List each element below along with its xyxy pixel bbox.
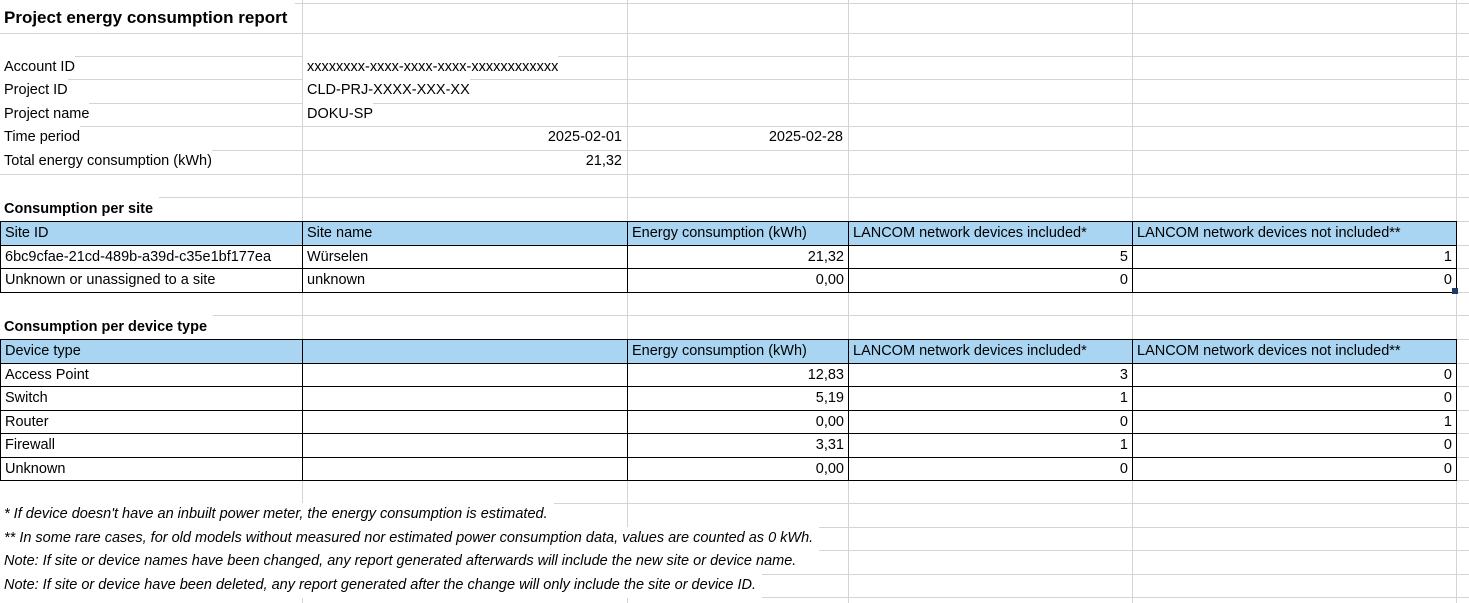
project-id-label[interactable]: Project ID — [0, 79, 68, 102]
device-row-4-b[interactable] — [303, 458, 628, 481]
device-col-devices-not-included[interactable]: LANCOM network devices not included** — [1133, 340, 1457, 364]
device-row-4-not-included[interactable]: 0 — [1133, 458, 1457, 481]
account-id-value[interactable]: xxxxxxxx-xxxx-xxxx-xxxx-xxxxxxxxxxxx — [303, 56, 559, 79]
site-row-1-name[interactable]: unknown — [303, 269, 628, 293]
site-row-0-id[interactable]: 6bc9cfae-21cd-489b-a39d-c35e1bf177ea — [1, 246, 303, 269]
site-row-0-energy[interactable]: 21,32 — [628, 246, 849, 269]
device-col-energy[interactable]: Energy consumption (kWh) — [628, 340, 849, 364]
device-row-0-included[interactable]: 3 — [849, 364, 1133, 387]
device-table: Device type Energy consumption (kWh) LAN… — [0, 339, 1457, 481]
site-row-1-included[interactable]: 0 — [849, 269, 1133, 293]
site-section-heading[interactable]: Consumption per site — [0, 197, 160, 221]
project-name-value[interactable]: DOKU-SP — [303, 103, 374, 126]
device-row-3-type[interactable]: Firewall — [1, 434, 303, 458]
time-period-start[interactable]: 2025-02-01 — [547, 129, 622, 145]
site-row-1-id[interactable]: Unknown or unassigned to a site — [1, 269, 303, 293]
grid-line-horizontal — [0, 174, 1469, 175]
account-id-label[interactable]: Account ID — [0, 56, 75, 79]
device-col-devices-included[interactable]: LANCOM network devices included* — [849, 340, 1133, 364]
time-period-end[interactable]: 2025-02-28 — [768, 129, 843, 145]
device-row-0-b[interactable] — [303, 364, 628, 387]
total-consumption-value[interactable]: 21,32 — [585, 153, 622, 169]
site-row-0-name[interactable]: Würselen — [303, 246, 628, 269]
page-title[interactable]: Project energy consumption report — [0, 3, 296, 33]
device-row-1-type[interactable]: Switch — [1, 387, 303, 411]
device-row-3-b[interactable] — [303, 434, 628, 458]
site-row-0-included[interactable]: 5 — [849, 246, 1133, 269]
fill-handle[interactable] — [1452, 288, 1458, 294]
grid-line-horizontal — [0, 126, 1469, 127]
grid-line-horizontal — [0, 3, 1469, 4]
grid-line-horizontal — [0, 503, 1469, 504]
site-col-energy[interactable]: Energy consumption (kWh) — [628, 222, 849, 246]
grid-line-vertical — [848, 0, 849, 603]
device-row-1-not-included[interactable]: 0 — [1133, 387, 1457, 411]
grid-line-vertical — [302, 0, 303, 603]
grid-line-horizontal — [0, 56, 1469, 57]
device-row-1-b[interactable] — [303, 387, 628, 411]
device-row-1-energy[interactable]: 5,19 — [628, 387, 849, 411]
device-row-2-not-included[interactable]: 1 — [1133, 411, 1457, 434]
device-row-2-included[interactable]: 0 — [849, 411, 1133, 434]
device-row-3-not-included[interactable]: 0 — [1133, 434, 1457, 458]
device-col-type[interactable]: Device type — [1, 340, 303, 364]
device-row-2-b[interactable] — [303, 411, 628, 434]
note-estimated[interactable]: * If device doesn't have an inbuilt powe… — [0, 503, 554, 527]
site-row-1-not-included[interactable]: 0 — [1133, 269, 1457, 293]
site-row-1-energy[interactable]: 0,00 — [628, 269, 849, 293]
time-period-label[interactable]: Time period — [0, 126, 81, 149]
device-row-0-energy[interactable]: 12,83 — [628, 364, 849, 387]
site-row-0-not-included[interactable]: 1 — [1133, 246, 1457, 269]
device-row-0-not-included[interactable]: 0 — [1133, 364, 1457, 387]
device-col-empty[interactable] — [303, 340, 628, 364]
site-col-devices-included[interactable]: LANCOM network devices included* — [849, 222, 1133, 246]
project-name-label[interactable]: Project name — [0, 103, 90, 126]
project-id-value[interactable]: CLD-PRJ-XXXX-XXX-XX — [303, 79, 470, 102]
note-renamed[interactable]: Note: If site or device names have been … — [0, 550, 803, 574]
grid-line-vertical — [627, 0, 628, 603]
device-row-2-type[interactable]: Router — [1, 411, 303, 434]
device-row-4-type[interactable]: Unknown — [1, 458, 303, 481]
total-consumption-label[interactable]: Total energy consumption (kWh) — [0, 150, 212, 173]
device-row-0-type[interactable]: Access Point — [1, 364, 303, 387]
grid-line-horizontal — [0, 79, 1469, 80]
grid-line-horizontal — [0, 103, 1469, 104]
site-table: Site ID Site name Energy consumption (kW… — [0, 221, 1457, 293]
site-col-devices-not-included[interactable]: LANCOM network devices not included** — [1133, 222, 1457, 246]
device-row-3-included[interactable]: 1 — [849, 434, 1133, 458]
note-zero-kwh[interactable]: ** In some rare cases, for old models wi… — [0, 527, 820, 551]
device-row-1-included[interactable]: 1 — [849, 387, 1133, 411]
grid-line-horizontal — [0, 315, 1469, 316]
device-row-3-energy[interactable]: 3,31 — [628, 434, 849, 458]
grid-line-vertical — [1456, 0, 1457, 603]
grid-line-vertical — [1132, 0, 1133, 603]
note-deleted[interactable]: Note: If site or device have been delete… — [0, 574, 763, 598]
site-col-site-id[interactable]: Site ID — [1, 222, 303, 246]
site-col-site-name[interactable]: Site name — [303, 222, 628, 246]
grid-line-horizontal — [0, 197, 1469, 198]
device-section-heading[interactable]: Consumption per device type — [0, 315, 214, 339]
grid-line-horizontal — [0, 33, 1469, 34]
device-row-2-energy[interactable]: 0,00 — [628, 411, 849, 434]
device-row-4-energy[interactable]: 0,00 — [628, 458, 849, 481]
grid-line-horizontal — [0, 150, 1469, 151]
device-row-4-included[interactable]: 0 — [849, 458, 1133, 481]
